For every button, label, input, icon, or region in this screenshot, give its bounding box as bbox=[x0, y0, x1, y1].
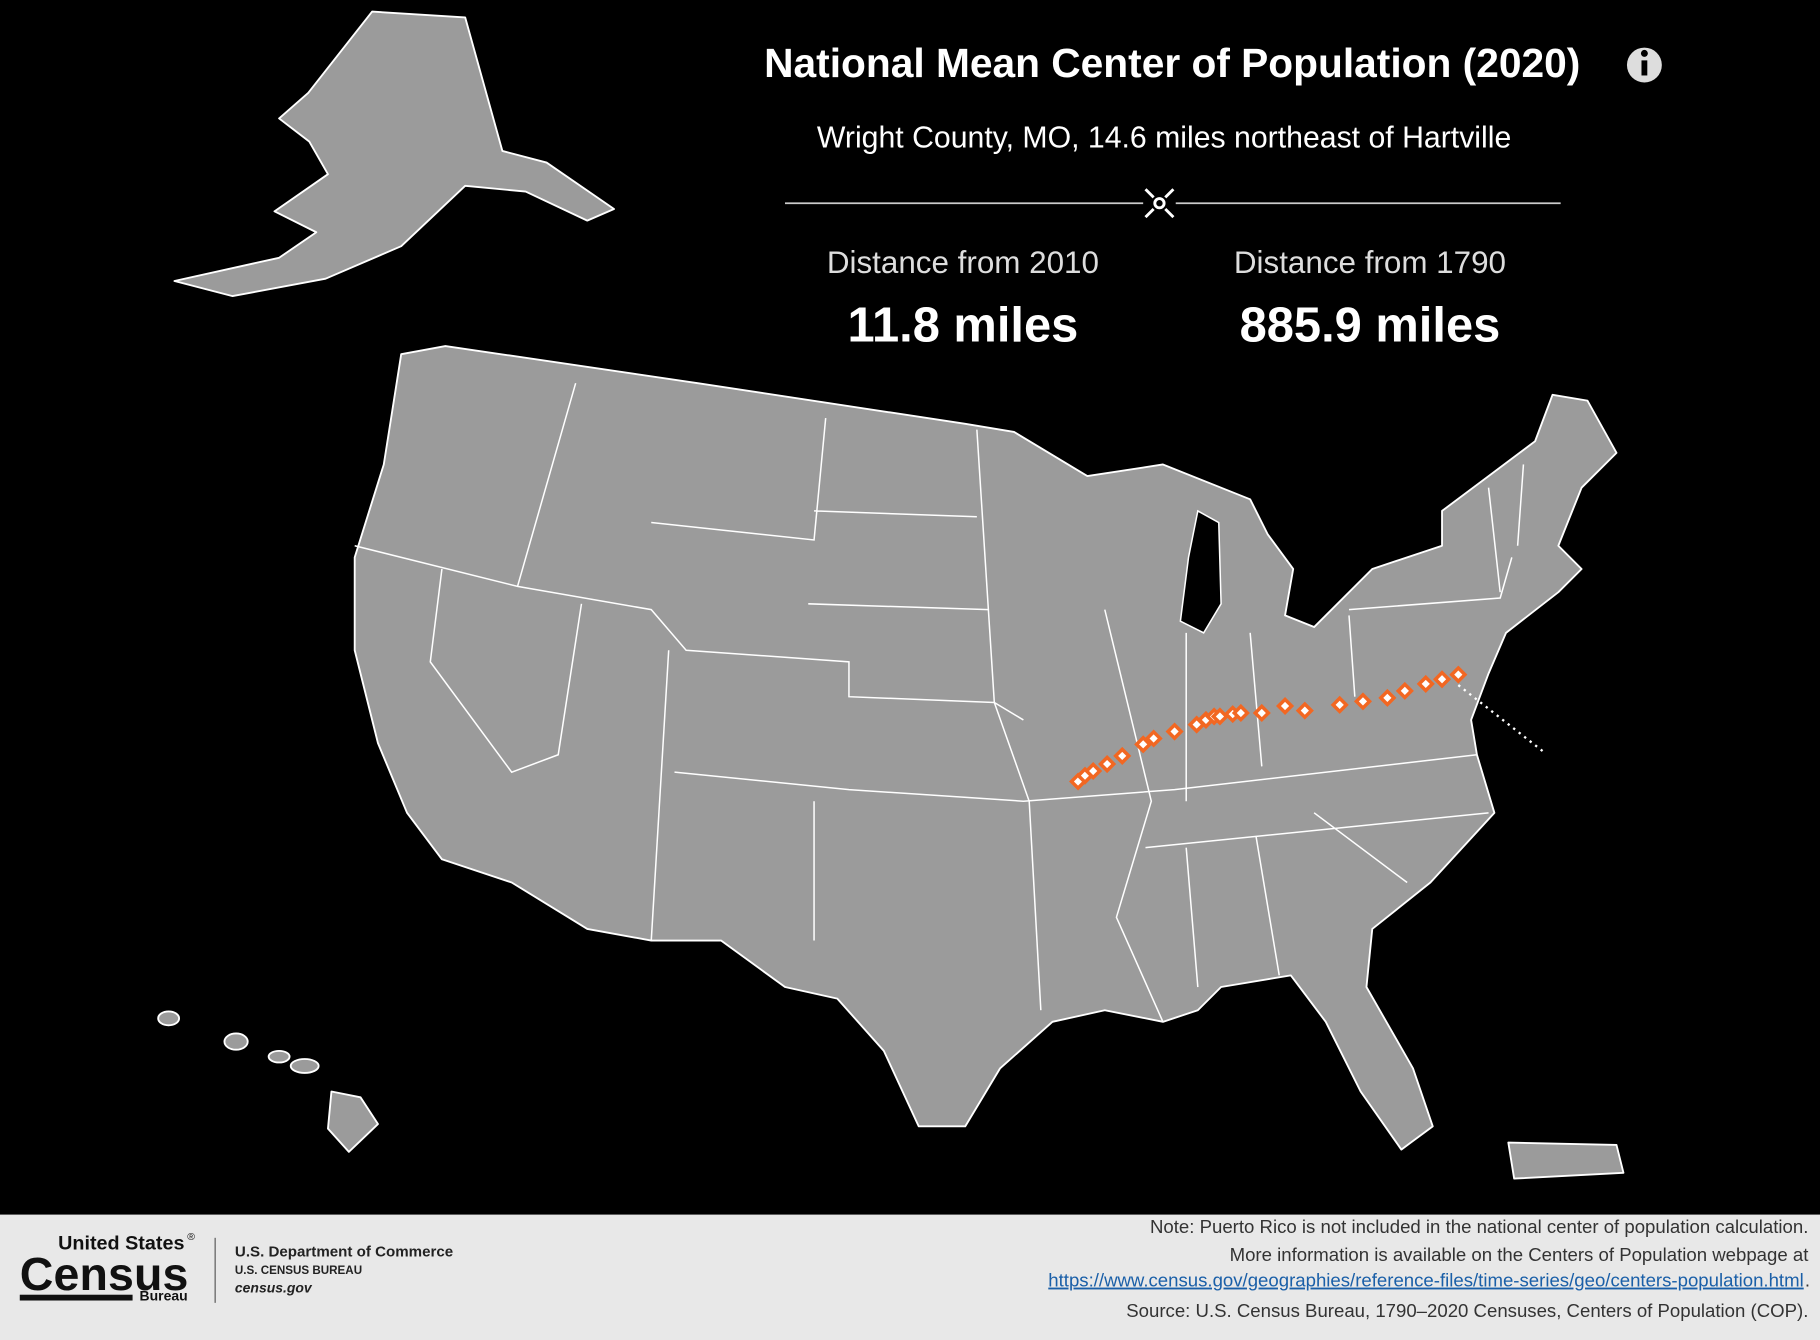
population-center[interactable] bbox=[1378, 688, 1397, 707]
population-center[interactable] bbox=[1144, 729, 1163, 748]
hawaii bbox=[157, 1010, 379, 1153]
population-center[interactable] bbox=[1330, 695, 1349, 714]
population-centers bbox=[1068, 665, 1468, 791]
subtitle: Wright County, MO, 14.6 miles northeast … bbox=[817, 121, 1511, 154]
stat-label: Distance from 1790 bbox=[1234, 245, 1506, 280]
center-leader-line bbox=[1457, 684, 1546, 754]
puerto-rico bbox=[1507, 1141, 1625, 1180]
center-icon bbox=[1143, 185, 1176, 221]
logo-mark: ® bbox=[187, 1232, 195, 1243]
footer bbox=[0, 1214, 1820, 1340]
stat-label: Distance from 2010 bbox=[827, 245, 1099, 280]
population-center[interactable] bbox=[1432, 670, 1452, 689]
note: Note: Puerto Rico is not included in the… bbox=[1150, 1216, 1808, 1237]
logo-wordmark: Census bbox=[20, 1248, 189, 1300]
census-logo[interactable]: United States ® Census Bureau bbox=[19, 1232, 216, 1304]
population-center[interactable] bbox=[1134, 735, 1153, 754]
population-center[interactable] bbox=[1084, 761, 1103, 781]
link[interactable]: https://www.census.gov/geographies/refer… bbox=[1048, 1270, 1803, 1291]
logo-line: United States bbox=[58, 1232, 184, 1254]
population-center[interactable] bbox=[1231, 703, 1250, 722]
alaska bbox=[173, 10, 615, 298]
population-center[interactable] bbox=[1295, 701, 1314, 720]
population-center[interactable] bbox=[1210, 707, 1229, 726]
stat-value: 11.8 miles bbox=[848, 299, 1079, 353]
department: U.S. Department of Commerce bbox=[235, 1243, 453, 1260]
source: Source: U.S. Census Bureau, 1790–2020 Ce… bbox=[1126, 1300, 1808, 1321]
contiguous-us bbox=[353, 345, 1618, 1151]
state-borders bbox=[354, 382, 1525, 1023]
link-end: . bbox=[1805, 1270, 1810, 1291]
website[interactable]: census.gov bbox=[235, 1279, 313, 1295]
population-center[interactable] bbox=[1113, 746, 1132, 765]
info-icon[interactable] bbox=[1626, 47, 1662, 83]
population-center[interactable] bbox=[1252, 703, 1271, 722]
more-info: More information is available on the Cen… bbox=[1230, 1244, 1810, 1265]
population-center[interactable] bbox=[1449, 665, 1468, 684]
stat-value: 885.9 miles bbox=[1240, 299, 1501, 353]
logo-line: Bureau bbox=[140, 1288, 188, 1304]
population-center[interactable] bbox=[1165, 722, 1184, 741]
population-center[interactable] bbox=[1098, 755, 1117, 774]
bureau: U.S. CENSUS BUREAU bbox=[235, 1264, 362, 1277]
population-center[interactable] bbox=[1276, 696, 1295, 716]
population-center[interactable] bbox=[1395, 681, 1414, 700]
title: National Mean Center of Population (2020… bbox=[764, 40, 1580, 86]
population-center[interactable] bbox=[1416, 674, 1435, 693]
lake-michigan bbox=[1179, 509, 1222, 634]
population-center[interactable] bbox=[1353, 692, 1373, 711]
